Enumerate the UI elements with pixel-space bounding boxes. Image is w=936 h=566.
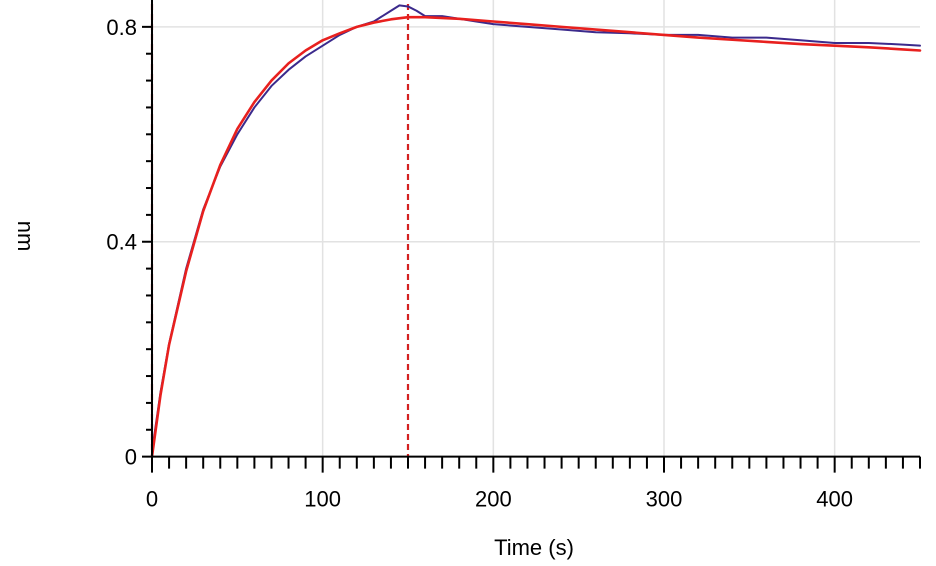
measured-series-line — [151, 4, 921, 453]
x-tick-label-3: 300 — [646, 487, 683, 512]
series-lines — [150, 4, 922, 458]
y-tick-label-1: 0.4 — [106, 230, 137, 255]
y-tick-label-0: 0 — [125, 445, 137, 470]
x-tick-label-1: 100 — [304, 487, 341, 512]
axes — [142, 0, 921, 473]
x-tick-label-4: 400 — [816, 487, 853, 512]
fit-series-line — [150, 15, 922, 458]
x-axis-title: Time (s) — [494, 535, 574, 560]
grid-lines — [152, 0, 920, 457]
x-tick-label-2: 200 — [475, 487, 512, 512]
x-tick-label-0: 0 — [146, 487, 158, 512]
tick-labels: 0 100 200 300 400 0 0.4 0.8 — [106, 15, 853, 512]
y-tick-label-2: 0.8 — [106, 15, 137, 40]
y-axis-title: nm — [13, 221, 38, 252]
